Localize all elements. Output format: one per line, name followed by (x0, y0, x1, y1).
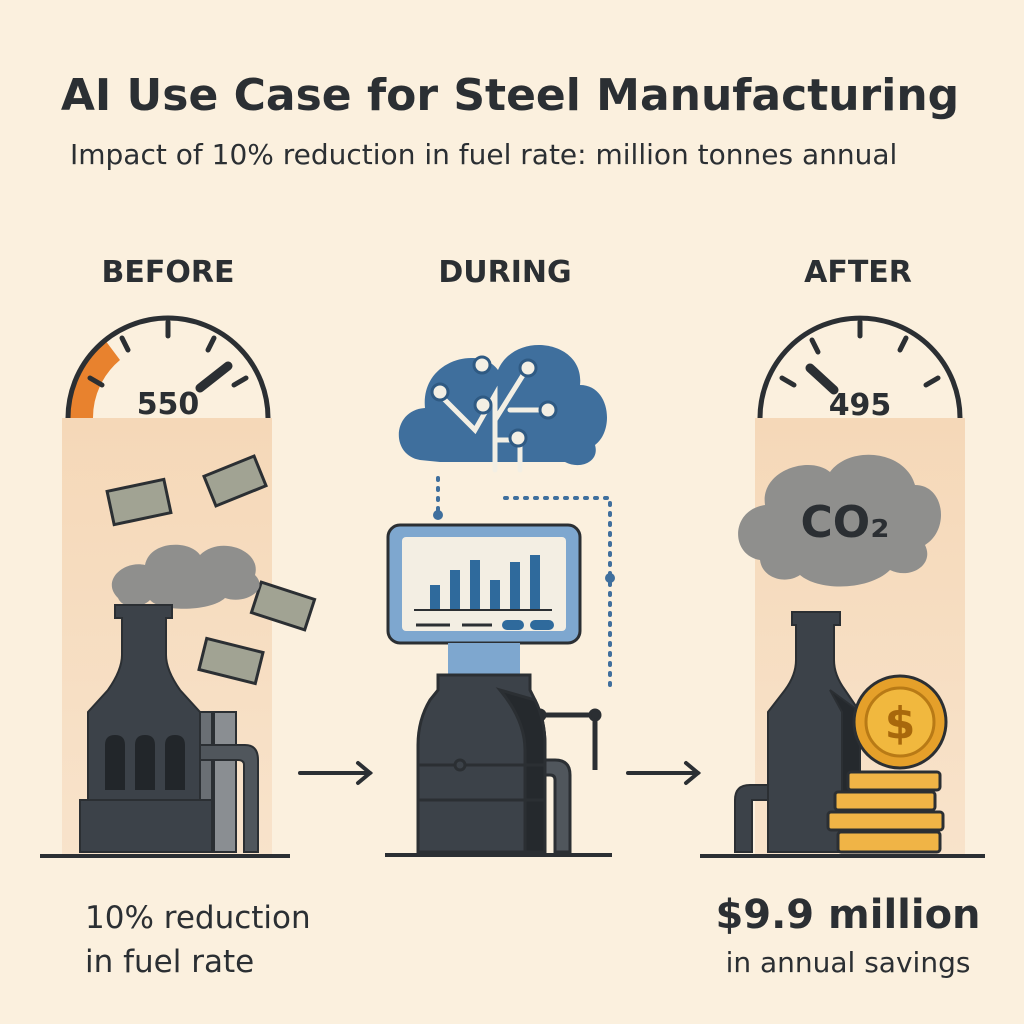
stage-label: BEFORE (102, 255, 235, 290)
caption: $9.9 million (715, 892, 980, 938)
arrow (298, 761, 702, 785)
subtitle: Impact of 10% reduction in fuel rate: mi… (70, 138, 897, 171)
svg-text:$: $ (885, 698, 916, 749)
caption: in fuel rate (85, 944, 254, 980)
caption: 10% reduction (85, 900, 311, 936)
gauge-value: 495 (829, 388, 892, 423)
cloud-label: CO₂ (801, 497, 890, 548)
after-illustration: $ (700, 315, 985, 858)
gauge-value: 550 (137, 387, 200, 422)
caption: in annual savings (726, 946, 971, 979)
before-illustration (40, 315, 317, 858)
stage-label: DURING (438, 255, 571, 290)
during-illustration (385, 344, 615, 857)
title: AI Use Case for Steel Manufacturing (61, 70, 959, 121)
stage-label: AFTER (804, 255, 912, 290)
